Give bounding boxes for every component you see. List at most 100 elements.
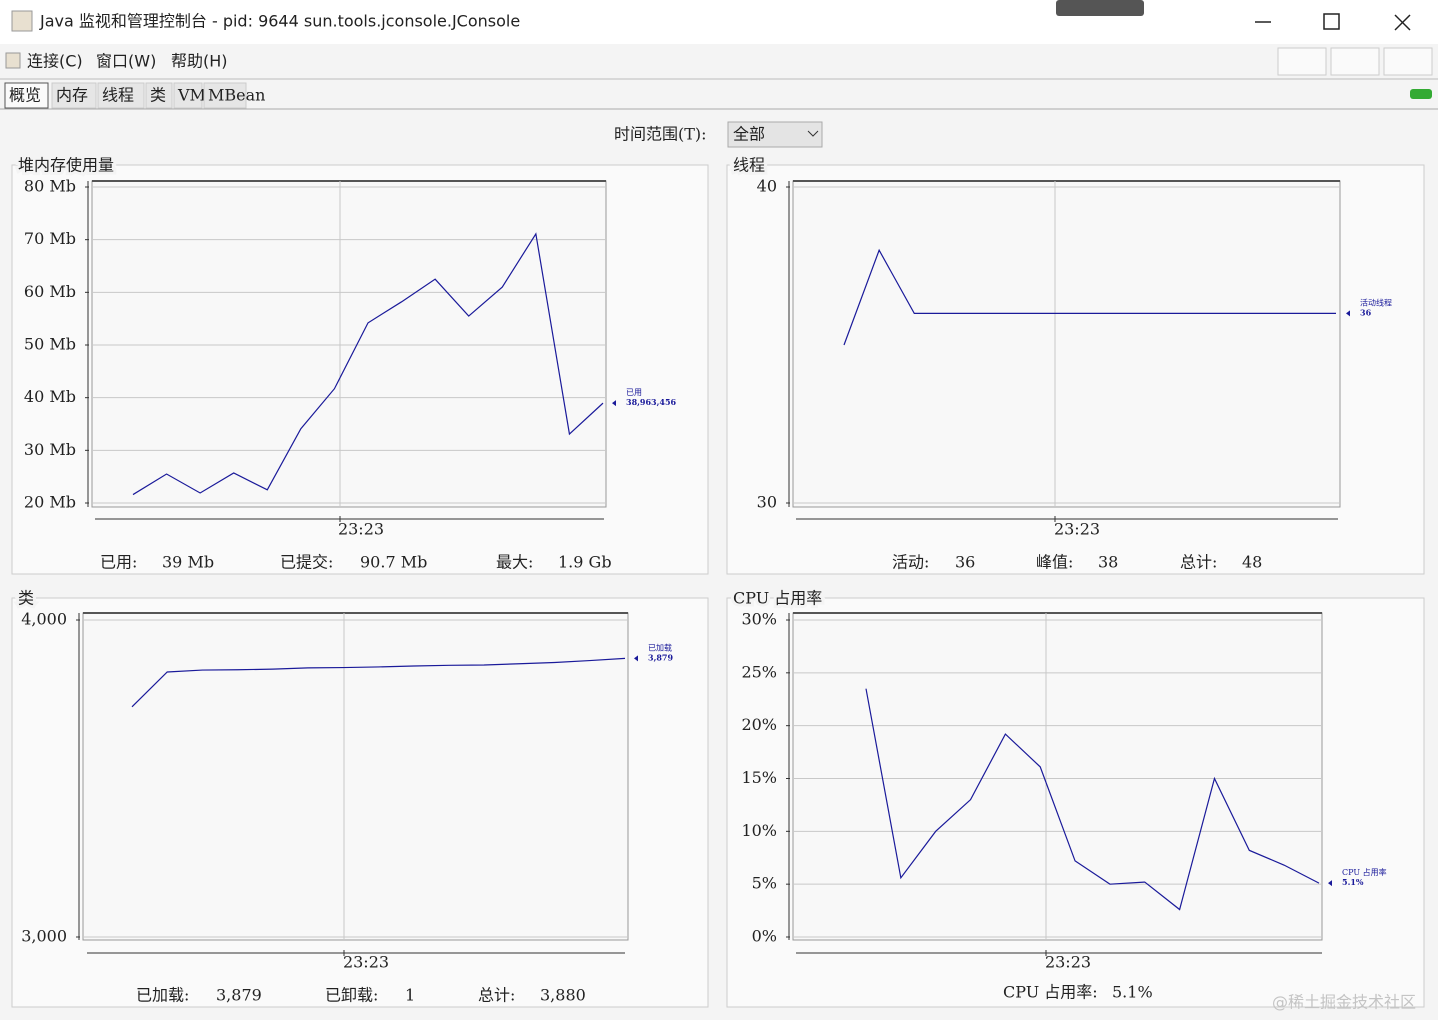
tab[interactable]	[145, 82, 173, 109]
panel-title: 类	[18, 589, 34, 608]
legend-name: 活动线程	[1360, 297, 1392, 307]
footer-label: 已卸载:	[325, 986, 378, 1005]
y-tick-label: 50 Mb	[24, 335, 76, 354]
window-controls[interactable]	[1255, 13, 1411, 31]
footer-value: 36	[955, 553, 975, 572]
menu-bar	[0, 44, 1438, 78]
value-label: 3,879	[648, 652, 673, 662]
footer-value: 48	[1242, 553, 1262, 572]
tab-label[interactable]: 线程	[102, 86, 134, 105]
menu-icon	[5, 52, 21, 69]
tab-label[interactable]: MBean	[208, 86, 265, 105]
value-pointer	[612, 400, 616, 407]
footer-label: 总计:	[478, 986, 515, 1005]
window-title: Java 监视和管理控制台 - pid: 9644 sun.tools.jcon…	[39, 12, 520, 31]
legend-name: 已用	[626, 388, 642, 397]
plot-area	[82, 612, 629, 941]
time-range-select[interactable]	[727, 121, 823, 148]
footer-value: 90.7 Mb	[360, 553, 427, 572]
y-tick-label: 40	[757, 177, 777, 196]
menu-item[interactable]: 连接(C)	[27, 52, 83, 71]
x-axis-label: 23:23	[338, 520, 384, 539]
footer-label: 已用:	[100, 553, 137, 572]
y-tick-label: 25%	[741, 662, 777, 681]
y-tick-label: 20%	[741, 715, 777, 734]
y-tick-label: 5%	[752, 874, 777, 893]
title-bg	[731, 155, 732, 156]
menu-item[interactable]: 帮助(H)	[171, 52, 228, 71]
x-axis-label: 23:23	[343, 953, 389, 972]
y-tick-label: 4,000	[21, 610, 67, 629]
footer-value: 1.9 Gb	[558, 553, 612, 572]
watermark: @稀土掘金技术社区	[1272, 993, 1416, 1012]
tab[interactable]	[4, 82, 49, 109]
series-line	[132, 232, 604, 496]
series-line	[843, 248, 1336, 346]
footer-label: CPU 占用率:	[1003, 983, 1098, 1002]
title-bar	[0, 0, 1438, 44]
series-line	[131, 657, 626, 708]
y-tick-label: 40 Mb	[24, 387, 76, 406]
footer-label: 已提交:	[280, 553, 333, 572]
y-tick-label: 70 Mb	[24, 229, 76, 248]
plot-area	[91, 180, 607, 508]
value-label: 5.1%	[1342, 877, 1364, 887]
y-tick-label: 30	[757, 493, 777, 512]
connection-icon	[1410, 89, 1432, 99]
tab[interactable]	[51, 82, 97, 109]
tab-label[interactable]: 类	[150, 86, 166, 105]
internal-frame-controls[interactable]	[1277, 47, 1433, 76]
value-pointer	[1328, 880, 1332, 887]
value-pointer	[634, 655, 638, 662]
value-label: 36	[1360, 307, 1372, 317]
footer-label: 总计:	[1180, 553, 1217, 572]
panel-title: 堆内存使用量	[18, 156, 114, 175]
plot-area	[792, 180, 1341, 508]
menu-item[interactable]: 窗口(W)	[96, 52, 156, 71]
app-icon	[11, 10, 33, 32]
value-pointer	[1346, 310, 1350, 317]
footer-value: 1	[405, 986, 415, 1005]
title-bg	[731, 588, 732, 589]
chart-panel: 堆内存使用量 23:23 20 Mb 30 Mb 40 Mb 50 Mb 60 Mb 70 M…	[11, 153, 709, 575]
y-tick-label: 15%	[741, 768, 777, 787]
footer-value: 3,879	[216, 986, 262, 1005]
value-label: 38,963,456	[626, 397, 677, 407]
time-range-label: 时间范围(T):	[614, 125, 707, 144]
y-tick-label: 60 Mb	[24, 282, 76, 301]
tab[interactable]	[203, 82, 247, 109]
y-tick-label: 20 Mb	[24, 493, 76, 512]
tab-label[interactable]: 概览	[9, 86, 41, 105]
tab[interactable]	[97, 82, 145, 109]
footer-label: 峰值:	[1036, 553, 1073, 572]
title-bg	[16, 588, 17, 589]
time-range-value[interactable]: 全部	[733, 125, 765, 144]
x-axis-label: 23:23	[1054, 520, 1100, 539]
legend-name: CPU 占用率	[1342, 867, 1387, 877]
footer-value: 38	[1098, 553, 1118, 572]
series-line	[865, 688, 1320, 911]
overlay-widget	[1056, 0, 1144, 16]
y-tick-label: 80 Mb	[24, 177, 76, 196]
footer-value: 5.1%	[1112, 983, 1153, 1002]
footer-label: 活动:	[892, 553, 929, 572]
charts: 堆内存使用量 23:23 20 Mb 30 Mb 40 Mb 50 Mb 60 Mb 70 M…	[11, 153, 1425, 1008]
tab-label[interactable]: 内存	[56, 86, 88, 105]
footer-label: 最大:	[496, 553, 533, 572]
dropdown-arrow	[807, 130, 819, 137]
footer-value: 39 Mb	[162, 553, 214, 572]
footer-label: 已加载:	[136, 986, 189, 1005]
legend-name: 已加载	[648, 642, 672, 652]
y-tick-label: 10%	[741, 821, 777, 840]
y-tick-label: 3,000	[21, 927, 67, 946]
y-tick-label: 30%	[741, 610, 777, 629]
plot-area	[792, 612, 1323, 941]
tab[interactable]	[173, 82, 203, 109]
panel-title: CPU 占用率	[733, 589, 822, 608]
